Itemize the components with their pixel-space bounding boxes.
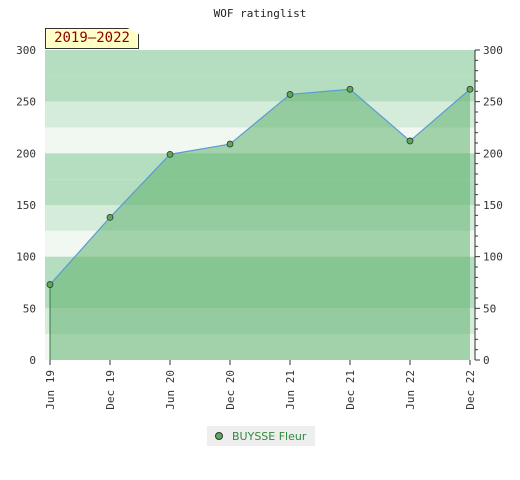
y-tick-label-right: 150 xyxy=(483,199,503,212)
y-tick-label-left: 50 xyxy=(23,302,36,315)
x-tick-label: Jun 21 xyxy=(284,370,297,410)
series-line xyxy=(49,88,471,285)
y-tick-label-left: 250 xyxy=(16,96,36,109)
x-tick-label: Dec 19 xyxy=(104,370,117,410)
series-markers xyxy=(46,85,474,360)
y-axis-left: 0 50 100 150 200 250 300 xyxy=(16,44,36,367)
y-tick-label-right: 250 xyxy=(483,96,503,109)
background-band xyxy=(45,50,475,76)
background-band xyxy=(45,75,475,102)
series-area xyxy=(50,89,470,361)
y-axis-right: 0 50 100 150 200 250 300 xyxy=(474,44,503,367)
x-tick-label: Jun 19 xyxy=(44,370,57,410)
x-tick-label: Dec 22 xyxy=(464,370,477,410)
x-axis: Jun 19 Dec 19 Jun 20 Dec 20 Jun 21 Dec 21 Jun … xyxy=(44,360,477,410)
y-tick-label-left: 300 xyxy=(16,44,36,57)
data-point xyxy=(406,137,414,145)
y-tick-label-left: 0 xyxy=(29,354,36,367)
data-point xyxy=(346,85,354,93)
y-tick-label-right: 300 xyxy=(483,44,503,57)
x-tick-label: Dec 20 xyxy=(224,370,237,410)
legend-marker xyxy=(215,432,223,440)
period-badge: 2019–2022 xyxy=(45,28,139,49)
x-tick-label: Dec 21 xyxy=(344,370,357,410)
y-tick-label-left: 200 xyxy=(16,147,36,160)
y-tick-label-right: 0 xyxy=(483,354,490,367)
y-tick-label-right: 200 xyxy=(483,147,503,160)
data-point xyxy=(166,150,174,158)
legend: BUYSSE Fleur xyxy=(207,426,315,446)
data-point xyxy=(46,281,54,288)
legend-label: BUYSSE Fleur xyxy=(232,429,307,443)
y-tick-label-left: 100 xyxy=(16,251,36,264)
y-tick-label-right: 50 xyxy=(483,302,496,315)
data-point xyxy=(286,91,294,98)
chart-title: WOF ratinglist xyxy=(214,7,307,20)
y-tick-label-right: 100 xyxy=(483,251,503,264)
y-tick-label-left: 150 xyxy=(16,199,36,212)
data-point xyxy=(466,85,474,93)
data-point xyxy=(226,140,234,148)
data-point xyxy=(106,213,114,221)
x-tick-label: Jun 22 xyxy=(404,370,417,410)
x-tick-label: Jun 20 xyxy=(164,370,177,410)
